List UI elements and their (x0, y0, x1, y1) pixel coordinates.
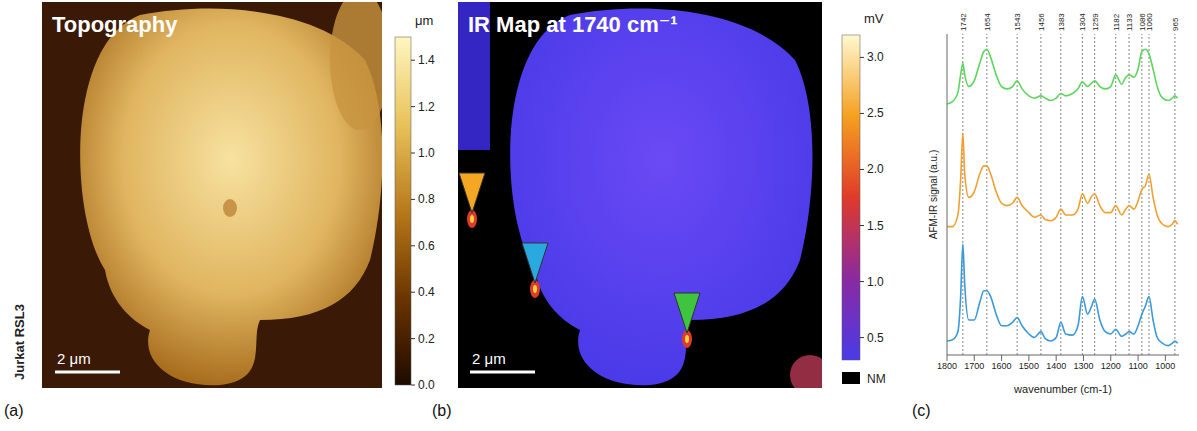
svg-text:2 μm: 2 μm (57, 350, 91, 367)
html-text:(c): (c) (912, 402, 931, 419)
svg-text:1300: 1300 (1073, 361, 1093, 371)
svg-text:1.5: 1.5 (867, 219, 884, 233)
svg-text:1383: 1383 (1057, 13, 1066, 31)
svg-text:1200: 1200 (1101, 361, 1121, 371)
svg-text:IR Map at 1740 cm⁻¹: IR Map at 1740 cm⁻¹ (468, 12, 678, 37)
svg-text:1086: 1086 (1137, 13, 1147, 31)
svg-text:1259: 1259 (1091, 13, 1100, 31)
svg-text:0.4: 0.4 (418, 285, 435, 299)
svg-text:1133: 1133 (1125, 13, 1134, 31)
svg-text:AFM-IR signal (a.u.): AFM-IR signal (a.u.) (928, 150, 939, 239)
svg-text:1800: 1800 (937, 361, 957, 371)
svg-text:1.4: 1.4 (418, 53, 435, 67)
svg-text:NM: NM (867, 372, 886, 386)
svg-text:1500: 1500 (1019, 361, 1039, 371)
svg-text:1060: 1060 (1145, 13, 1154, 31)
svg-text:1100: 1100 (1128, 361, 1147, 371)
svg-text:1700: 1700 (964, 361, 984, 371)
svg-text:2.0: 2.0 (867, 162, 884, 176)
svg-text:1000: 1000 (1155, 361, 1175, 371)
svg-text:0.2: 0.2 (418, 332, 435, 346)
svg-text:0.6: 0.6 (418, 239, 435, 253)
svg-text:1.2: 1.2 (418, 100, 435, 114)
svg-text:wavenumber (cm-1): wavenumber (cm-1) (1013, 383, 1112, 395)
svg-text:0.8: 0.8 (418, 192, 435, 206)
svg-text:1543: 1543 (1013, 13, 1022, 31)
svg-text:1304: 1304 (1078, 13, 1087, 31)
svg-text:mV: mV (864, 11, 884, 26)
html-text:(b): (b) (432, 402, 452, 419)
svg-text:Jurkat RSL3: Jurkat RSL3 (12, 304, 27, 380)
svg-text:1.0: 1.0 (418, 146, 435, 160)
svg-text:2.5: 2.5 (867, 106, 884, 120)
svg-text:μm: μm (415, 13, 433, 28)
svg-text:1456: 1456 (1037, 13, 1046, 31)
svg-text:1.0: 1.0 (867, 275, 884, 289)
svg-text:0.0: 0.0 (418, 378, 435, 392)
svg-text:Topography: Topography (52, 12, 178, 37)
svg-text:2 μm: 2 μm (472, 350, 506, 367)
svg-text:1654: 1654 (983, 13, 992, 31)
svg-text:1182: 1182 (1112, 13, 1121, 31)
svg-text:1742: 1742 (959, 13, 968, 31)
svg-text:0.5: 0.5 (867, 331, 884, 345)
svg-text:3.0: 3.0 (867, 50, 884, 64)
svg-text:1400: 1400 (1046, 361, 1066, 371)
svg-text:1600: 1600 (992, 361, 1012, 371)
html-text:(a): (a) (4, 402, 24, 419)
svg-text:965: 965 (1171, 17, 1180, 31)
